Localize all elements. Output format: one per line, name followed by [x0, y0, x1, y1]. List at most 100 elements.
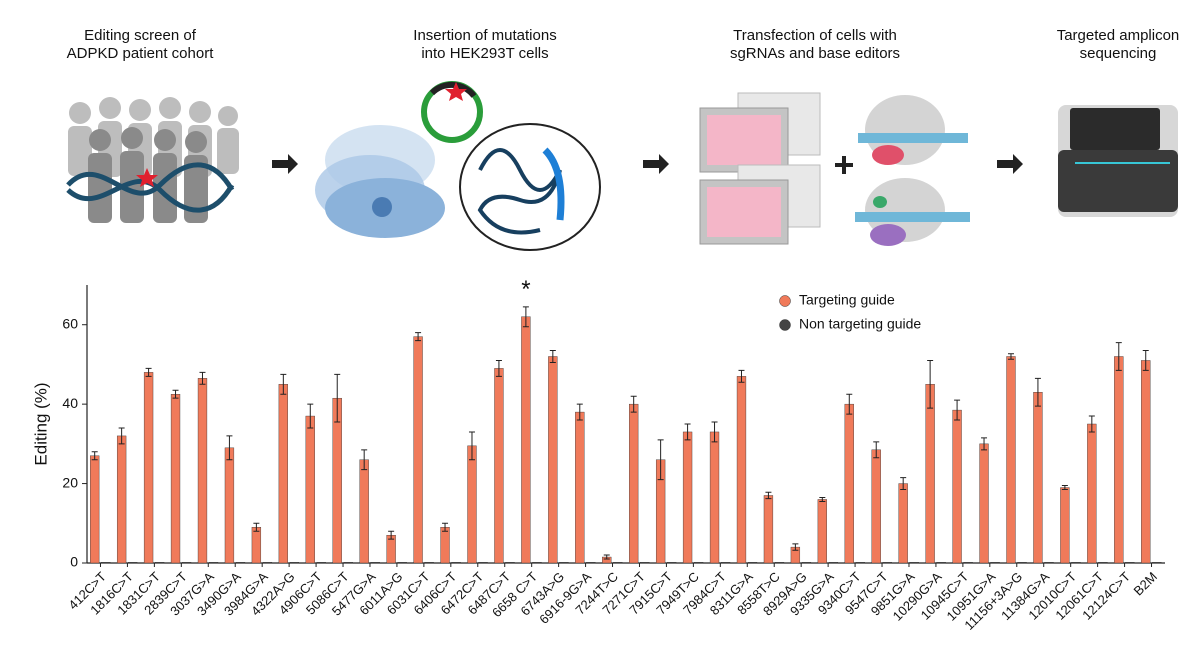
error-bar [549, 350, 556, 363]
bar [1125, 562, 1135, 564]
error-bar [118, 427, 125, 445]
bar [909, 562, 919, 564]
bar [170, 394, 181, 564]
bar [844, 403, 854, 564]
bar [305, 415, 315, 564]
bar [720, 562, 731, 564]
error-bar [172, 389, 179, 399]
bar [143, 372, 154, 564]
error-bar [1088, 415, 1095, 433]
error-bar [442, 522, 449, 532]
bar [289, 562, 300, 564]
bar [575, 411, 585, 564]
bar [208, 562, 219, 564]
annotation: * [521, 276, 530, 303]
bar [559, 562, 569, 564]
bar [451, 562, 461, 564]
y-tick-label: 60 [62, 315, 78, 331]
bar [197, 378, 208, 564]
error-bar [846, 393, 853, 415]
error-bar [981, 437, 988, 451]
bar [774, 562, 785, 564]
step-title: ADPKD patient cohort [67, 45, 215, 62]
bar [963, 562, 973, 564]
error-bar [495, 359, 502, 377]
sequencer-icon [1058, 105, 1178, 217]
error-bar [954, 399, 961, 421]
bar [979, 443, 989, 564]
bar [1141, 360, 1151, 564]
bar [871, 449, 881, 564]
error-bar [145, 367, 152, 377]
bar [736, 376, 747, 564]
bar [952, 409, 962, 564]
bar [478, 562, 488, 564]
step-title: sequencing [1080, 45, 1157, 62]
bar [1071, 562, 1081, 564]
error-bar [361, 449, 368, 471]
error-bar [1142, 350, 1149, 371]
bar [128, 562, 138, 564]
bar [505, 562, 515, 564]
bar [693, 562, 704, 564]
legend-label: Targeting guide [799, 292, 895, 308]
step-title: sgRNAs and base editors [730, 45, 900, 62]
bar [1098, 562, 1108, 564]
bar [882, 562, 892, 564]
bar [667, 562, 677, 564]
bar [332, 397, 342, 564]
step-title: Editing screen of [84, 27, 197, 44]
error-bar [576, 403, 583, 421]
bar [763, 495, 774, 564]
bar [925, 384, 935, 564]
bar [629, 403, 639, 564]
plate-icon [699, 92, 970, 246]
legend-marker [779, 295, 791, 307]
bar [1044, 562, 1054, 564]
bar [397, 562, 407, 564]
error-bar [226, 435, 233, 461]
error-bar [630, 395, 637, 413]
bar [235, 562, 246, 564]
error-bar [927, 359, 934, 409]
error-bar [280, 373, 287, 395]
cell-icon [315, 81, 601, 251]
y-axis-label: Editing (%) [31, 382, 50, 465]
step-title: Insertion of mutations [413, 27, 556, 44]
legend-marker [779, 319, 791, 331]
error-bar [1061, 485, 1068, 491]
bar [101, 562, 111, 564]
error-bar [334, 373, 341, 423]
error-bar [388, 530, 395, 540]
bar [747, 562, 758, 564]
bar [1017, 562, 1027, 564]
bar [1087, 423, 1097, 564]
y-tick-label: 40 [62, 395, 78, 411]
error-bar [792, 543, 799, 551]
bar [855, 562, 865, 564]
step-title: Targeted amplicon [1057, 27, 1180, 44]
error-bar [1007, 353, 1014, 360]
bar [1006, 356, 1016, 564]
bar [936, 562, 946, 564]
bar [548, 356, 558, 564]
bar [532, 562, 542, 564]
error-bar [253, 522, 260, 532]
error-bar [468, 431, 475, 461]
y-tick-label: 0 [70, 554, 78, 570]
patient-icon [66, 97, 239, 223]
bar [343, 562, 353, 564]
bar [817, 499, 827, 564]
error-bar [415, 332, 422, 342]
error-bar [711, 421, 718, 443]
bar [251, 527, 262, 564]
bar [1114, 356, 1124, 564]
bar [154, 562, 165, 564]
error-bar [738, 369, 745, 383]
error-bar [765, 491, 772, 500]
error-bar [522, 306, 529, 328]
bar [316, 562, 326, 564]
bar [828, 562, 839, 564]
error-bar [1115, 342, 1122, 371]
error-bar [603, 554, 610, 560]
